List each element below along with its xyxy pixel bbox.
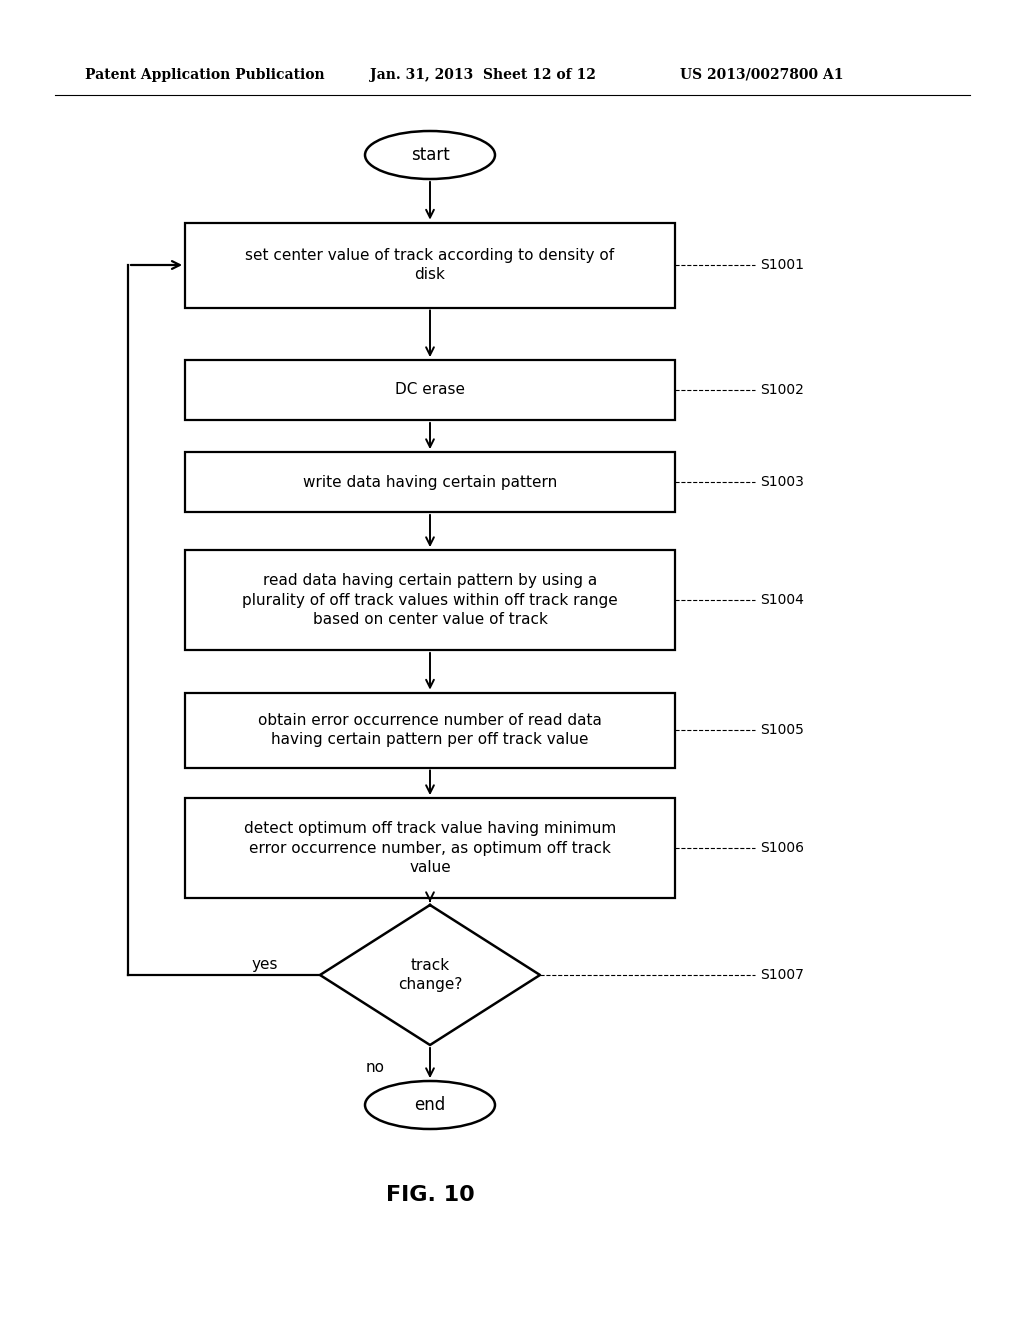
Text: yes: yes	[252, 957, 279, 973]
Text: track
change?: track change?	[397, 957, 462, 993]
Text: start: start	[411, 147, 450, 164]
Text: end: end	[415, 1096, 445, 1114]
Text: S1003: S1003	[760, 475, 804, 488]
Text: FIG. 10: FIG. 10	[386, 1185, 474, 1205]
Text: S1006: S1006	[760, 841, 804, 855]
Text: S1001: S1001	[760, 257, 804, 272]
Ellipse shape	[365, 131, 495, 180]
Text: US 2013/0027800 A1: US 2013/0027800 A1	[680, 69, 844, 82]
Text: S1002: S1002	[760, 383, 804, 397]
Text: Patent Application Publication: Patent Application Publication	[85, 69, 325, 82]
Text: DC erase: DC erase	[395, 383, 465, 397]
Text: read data having certain pattern by using a
plurality of off track values within: read data having certain pattern by usin…	[242, 573, 617, 627]
Text: write data having certain pattern: write data having certain pattern	[303, 474, 557, 490]
Polygon shape	[319, 906, 540, 1045]
Text: set center value of track according to density of
disk: set center value of track according to d…	[246, 248, 614, 282]
Text: S1007: S1007	[760, 968, 804, 982]
FancyBboxPatch shape	[185, 693, 675, 767]
FancyBboxPatch shape	[185, 360, 675, 420]
Text: Jan. 31, 2013  Sheet 12 of 12: Jan. 31, 2013 Sheet 12 of 12	[370, 69, 596, 82]
FancyBboxPatch shape	[185, 223, 675, 308]
Text: no: no	[366, 1060, 384, 1074]
Text: detect optimum off track value having minimum
error occurrence number, as optimu: detect optimum off track value having mi…	[244, 821, 616, 875]
FancyBboxPatch shape	[185, 550, 675, 649]
Text: obtain error occurrence number of read data
having certain pattern per off track: obtain error occurrence number of read d…	[258, 713, 602, 747]
Ellipse shape	[365, 1081, 495, 1129]
FancyBboxPatch shape	[185, 799, 675, 898]
Text: S1004: S1004	[760, 593, 804, 607]
Text: S1005: S1005	[760, 723, 804, 737]
FancyBboxPatch shape	[185, 451, 675, 512]
